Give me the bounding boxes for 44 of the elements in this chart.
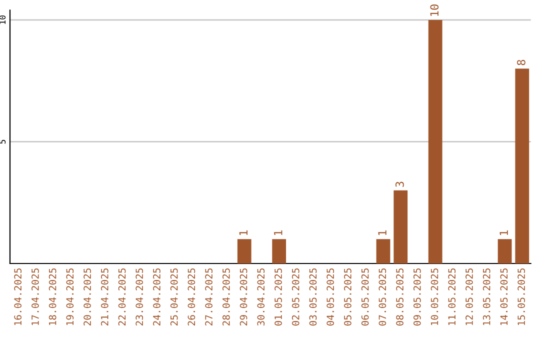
x-tick-label: 08.05.2025: [396, 268, 404, 326]
x-tick-label: 22.04.2025: [118, 268, 126, 326]
x-tick-label: 13.05.2025: [482, 268, 490, 326]
bar: [394, 190, 408, 264]
x-tick-label: 26.04.2025: [188, 268, 196, 326]
data-label: 1: [239, 230, 248, 236]
data-label: 3: [395, 182, 404, 187]
data-label: 1: [274, 230, 282, 236]
x-tick-label: 30.04.2025: [257, 268, 265, 326]
data-label: 1: [378, 230, 386, 236]
bar: [237, 239, 252, 264]
x-tick-label: 05.05.2025: [344, 268, 352, 326]
x-tick-label: 16.04.2025: [14, 268, 22, 326]
data-label: 8: [516, 60, 526, 66]
bar: [428, 20, 442, 264]
x-tick-label: 07.05.2025: [378, 268, 386, 326]
bar: [498, 239, 512, 264]
bar: [272, 239, 286, 264]
x-tick-label: 20.04.2025: [84, 268, 91, 326]
x-tick-label: 06.05.2025: [361, 268, 369, 326]
x-tick-label: 19.04.2025: [66, 268, 74, 326]
x-tick-label: 27.04.2025: [205, 268, 212, 326]
x-tick-label: 25.04.2025: [170, 268, 178, 326]
x-tick-label: 17.04.2025: [32, 268, 39, 326]
x-tick-label: 23.04.2025: [136, 268, 144, 326]
x-tick-label: 11.05.2025: [448, 268, 456, 326]
bar: [376, 239, 390, 264]
data-label: 1: [500, 230, 508, 236]
x-tick-label: 09.05.2025: [413, 268, 421, 326]
x-tick-label: 21.04.2025: [100, 268, 108, 326]
x-tick-label: 15.05.2025: [518, 268, 525, 326]
x-tick-label: 29.04.2025: [240, 268, 248, 326]
x-tick-label: 24.04.2025: [153, 268, 160, 326]
x-tick-label: 02.05.2025: [292, 268, 300, 326]
x-tick-label: 01.05.2025: [274, 268, 282, 326]
x-tick-label: 03.05.2025: [309, 268, 317, 326]
bar: [515, 68, 530, 264]
x-tick-label: 10.05.2025: [430, 268, 438, 326]
x-tick-label: 28.04.2025: [222, 268, 230, 326]
x-tick-label: 12.05.2025: [466, 268, 473, 326]
x-tick-label: 14.05.2025: [500, 268, 508, 326]
x-tick-label: 18.04.2025: [48, 268, 56, 326]
x-tick-label: 04.05.2025: [326, 268, 334, 326]
data-label: 10: [430, 4, 439, 16]
